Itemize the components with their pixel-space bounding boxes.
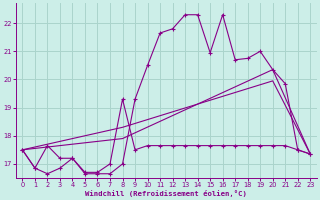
X-axis label: Windchill (Refroidissement éolien,°C): Windchill (Refroidissement éolien,°C) xyxy=(85,190,247,197)
